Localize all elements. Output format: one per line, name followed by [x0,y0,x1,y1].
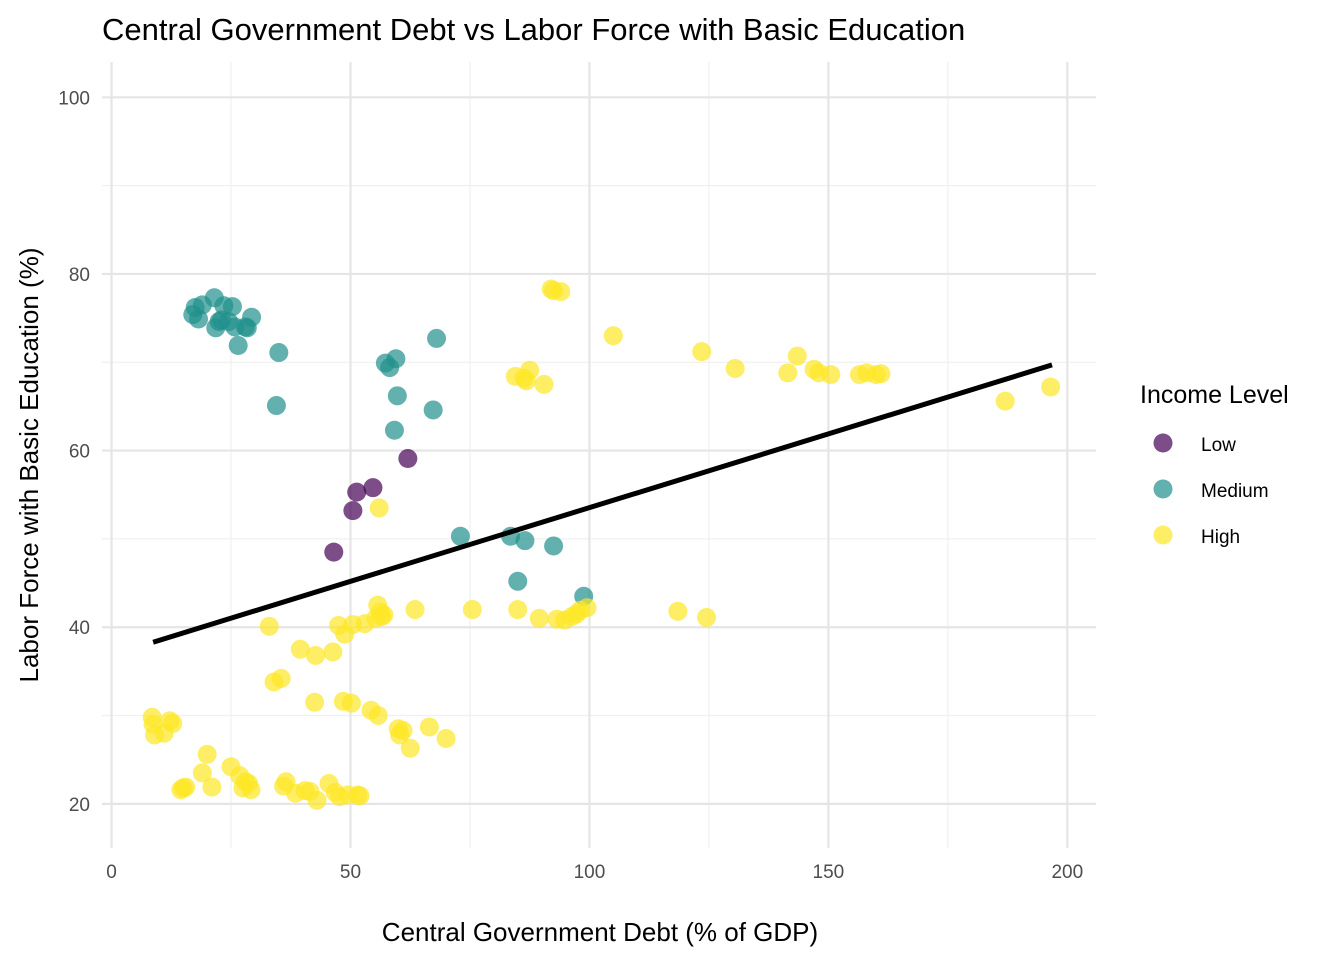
data-point-medium [269,343,289,363]
data-point-medium [423,400,443,420]
data-point-high [692,342,712,362]
legend-key-high [1153,525,1173,545]
data-point-high [163,713,183,733]
data-point-medium [515,531,535,551]
legend-key-medium [1153,479,1173,499]
data-point-high [241,780,261,800]
data-point-high [374,605,394,625]
data-point-low [398,449,418,469]
data-point-high [462,600,482,620]
legend-label-low: Low [1201,435,1236,456]
data-point-high [305,692,325,712]
data-point-high [436,728,456,748]
data-point-high [393,721,413,741]
x-tick-label: 0 [106,862,117,883]
data-point-high [350,786,370,806]
data-point-medium [266,396,286,416]
data-point-high [400,738,420,758]
data-point-high [369,498,389,518]
data-point-low [324,542,344,562]
x-tick-label: 150 [813,862,845,883]
data-point-medium [544,536,564,556]
data-point-high [778,363,798,383]
legend-entries: Low Medium High [1153,433,1269,548]
data-point-medium [450,526,470,546]
data-point-medium [222,297,242,317]
trend-layer [152,362,1053,645]
data-point-high [551,282,571,302]
y-tick-label: 80 [69,265,90,286]
data-point-high [529,608,549,628]
data-point-high [508,600,528,620]
x-tick-label: 200 [1051,862,1083,883]
data-point-high [290,639,310,659]
data-point-high [323,642,343,662]
data-point-high [668,601,688,621]
data-point-high [534,374,554,394]
legend-label-medium: Medium [1201,481,1269,502]
x-tick-label: 100 [574,862,606,883]
data-point-medium [228,335,248,355]
chart-title: Central Government Debt vs Labor Force w… [102,12,965,47]
data-point-high [405,600,425,620]
data-point-high [603,326,623,346]
data-point-high [341,693,361,713]
data-point-high [1041,377,1061,397]
legend-label-high: High [1201,527,1240,548]
data-points [142,279,1061,810]
data-point-high [176,777,196,797]
data-point-high [871,364,891,384]
y-axis-ticks: 20 40 60 80 100 [58,88,90,816]
x-axis-ticks: 0 50 100 150 200 [106,862,1083,883]
y-tick-label: 20 [69,795,90,816]
data-point-high [259,616,279,636]
data-point-high [202,777,222,797]
data-point-medium [508,571,528,591]
data-point-medium [427,328,447,348]
data-point-high [197,744,217,764]
data-point-medium [387,386,407,406]
trend-line [152,362,1053,645]
data-point-high [577,598,597,618]
y-tick-label: 40 [69,618,90,639]
data-point-high [271,668,291,688]
data-point-high [419,717,439,737]
data-point-medium [384,420,404,440]
data-point-low [343,501,363,521]
data-point-medium [386,349,406,369]
data-point-high [520,360,540,380]
data-point-high [725,358,745,378]
x-tick-label: 50 [340,862,361,883]
data-point-medium [242,307,262,327]
data-point-high [995,391,1015,411]
data-point-high [192,763,212,783]
legend: Income Level Low Medium High [1140,381,1289,548]
legend-title: Income Level [1140,381,1289,409]
data-point-high [697,607,717,627]
data-point-high [787,346,807,366]
grid [102,62,1096,848]
y-tick-label: 100 [58,88,90,109]
data-point-low [363,478,383,498]
data-point-high [821,365,841,385]
legend-key-low [1153,433,1173,453]
data-point-high [307,790,327,810]
data-point-high [368,706,388,726]
x-axis-title: Central Government Debt (% of GDP) [382,917,818,947]
data-point-low [347,482,367,502]
y-tick-label: 60 [69,442,90,463]
y-axis-title: Labor Force with Basic Education (%) [14,248,44,683]
data-point-high [306,645,326,665]
